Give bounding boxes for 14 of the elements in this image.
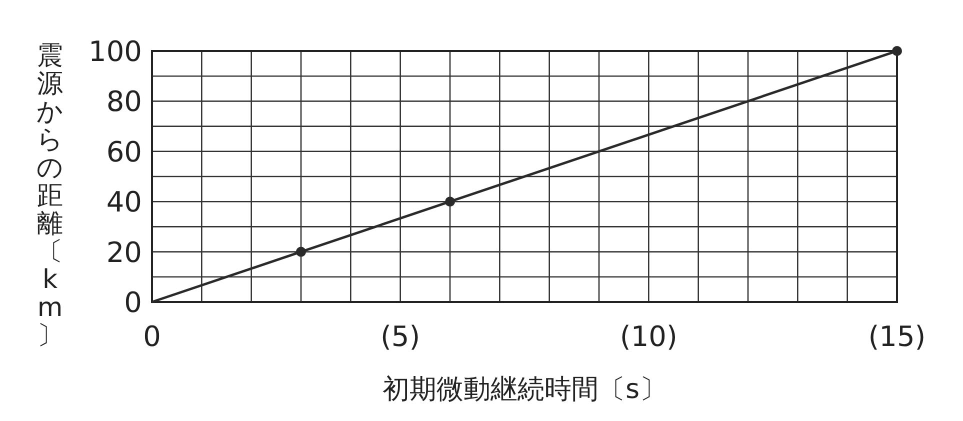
y-tick-label: 80 (106, 85, 142, 118)
text: 震源からの距離〔km〕 (36, 41, 64, 351)
x-tick-label: (5) (380, 320, 420, 353)
point (296, 246, 306, 257)
x-tick-label: (15) (868, 320, 926, 353)
y-tick-label: 40 (106, 186, 142, 219)
point (892, 46, 902, 56)
point (445, 196, 455, 207)
y-tick-label: 60 (106, 135, 142, 168)
y-tick-label: 100 (88, 35, 142, 68)
y-tick-label: 0 (124, 286, 142, 319)
y-tick-label: 20 (106, 236, 142, 269)
x-tick-label: (10) (620, 320, 678, 353)
x-axis-title: 初期微動継続時間〔s〕 (382, 374, 667, 405)
